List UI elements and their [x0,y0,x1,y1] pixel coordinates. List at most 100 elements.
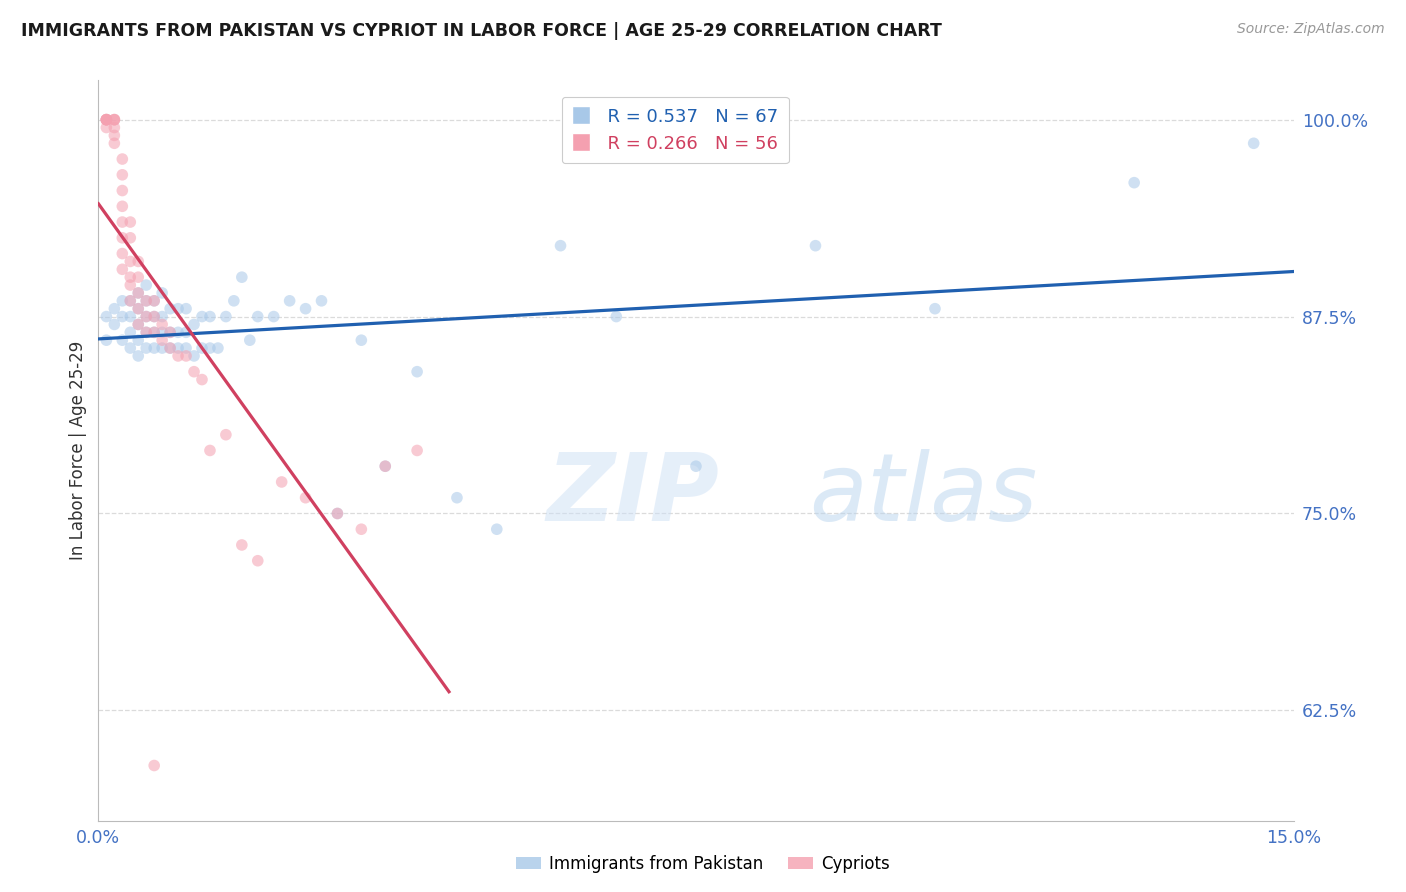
Point [374,459,396,474]
Point [120,310,142,324]
Point [159,301,181,316]
Point [167,301,190,316]
Point [111,152,134,166]
Point [150,326,173,340]
Point [159,341,181,355]
Point [924,301,946,316]
Point [143,293,166,308]
Point [167,341,190,355]
Point [183,349,205,363]
Legend:   R = 0.537   N = 67,   R = 0.266   N = 56: R = 0.537 N = 67, R = 0.266 N = 56 [561,96,789,163]
Point [96,112,118,127]
Point [159,341,181,355]
Point [120,341,142,355]
Point [120,270,142,285]
Point [191,341,214,355]
Text: atlas: atlas [810,450,1038,541]
Point [127,254,149,268]
Point [406,443,429,458]
Point [1123,176,1146,190]
Text: IMMIGRANTS FROM PAKISTAN VS CYPRIOT IN LABOR FORCE | AGE 25-29 CORRELATION CHART: IMMIGRANTS FROM PAKISTAN VS CYPRIOT IN L… [21,22,942,40]
Point [96,112,118,127]
Point [111,333,134,347]
Point [103,112,125,127]
Point [103,120,125,135]
Point [135,293,157,308]
Point [120,293,142,308]
Point [143,341,166,355]
Point [135,293,157,308]
Point [96,112,118,127]
Point [174,349,197,363]
Point [207,341,229,355]
Point [143,326,166,340]
Point [406,365,429,379]
Point [263,310,285,324]
Point [685,459,707,474]
Point [167,349,190,363]
Point [120,215,142,229]
Point [198,310,221,324]
Point [198,443,221,458]
Point [191,373,214,387]
Point [127,301,149,316]
Point [1243,136,1265,151]
Point [804,238,827,252]
Point [111,246,134,260]
Point [350,522,373,536]
Point [143,310,166,324]
Point [96,310,118,324]
Point [135,326,157,340]
Point [485,522,508,536]
Point [143,310,166,324]
Point [239,333,262,347]
Point [143,326,166,340]
Point [127,349,149,363]
Point [150,310,173,324]
Point [103,112,125,127]
Point [191,310,214,324]
Point [143,758,166,772]
Point [270,475,292,489]
Point [111,262,134,277]
Point [127,318,149,332]
Text: Source: ZipAtlas.com: Source: ZipAtlas.com [1237,22,1385,37]
Point [326,507,349,521]
Point [246,310,269,324]
Point [127,285,149,300]
Point [215,310,238,324]
Point [183,318,205,332]
Point [120,278,142,293]
Point [135,341,157,355]
Point [183,365,205,379]
Point [120,231,142,245]
Point [311,293,333,308]
Legend: Immigrants from Pakistan, Cypriots: Immigrants from Pakistan, Cypriots [509,848,897,880]
Point [120,293,142,308]
Point [159,326,181,340]
Point [231,270,253,285]
Point [127,333,149,347]
Point [174,301,197,316]
Point [150,285,173,300]
Point [446,491,468,505]
Point [135,310,157,324]
Point [246,554,269,568]
Point [111,231,134,245]
Point [111,293,134,308]
Point [278,293,301,308]
Point [103,318,125,332]
Point [96,333,118,347]
Point [150,341,173,355]
Point [103,301,125,316]
Point [111,184,134,198]
Point [374,459,396,474]
Point [135,326,157,340]
Point [111,199,134,213]
Point [103,112,125,127]
Point [120,326,142,340]
Point [174,341,197,355]
Point [350,333,373,347]
Point [135,310,157,324]
Point [150,318,173,332]
